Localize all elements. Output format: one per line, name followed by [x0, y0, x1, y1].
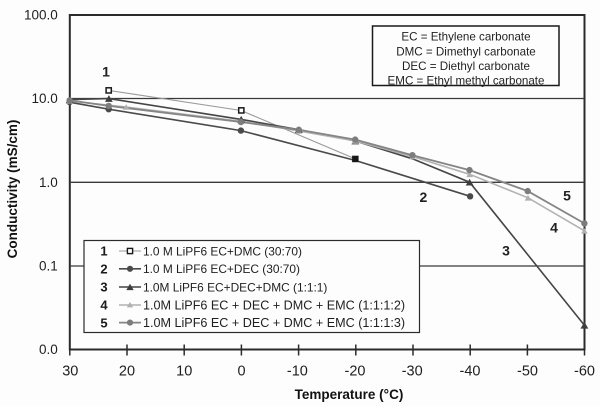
svg-text:-40: -40: [460, 364, 481, 380]
svg-text:30: 30: [62, 364, 78, 380]
svg-text:3: 3: [100, 280, 107, 295]
svg-text:1.0 M LiPF6 EC+DEC (30:70): 1.0 M LiPF6 EC+DEC (30:70): [143, 262, 300, 276]
svg-text:2: 2: [100, 262, 107, 277]
svg-text:0.0: 0.0: [39, 342, 58, 357]
svg-text:0.1: 0.1: [39, 259, 58, 274]
svg-text:4: 4: [100, 298, 108, 313]
svg-text:1.0: 1.0: [39, 175, 58, 190]
svg-text:0: 0: [238, 364, 246, 380]
svg-text:-30: -30: [402, 364, 423, 380]
svg-text:100.0: 100.0: [24, 8, 58, 23]
svg-text:1.0M LiPF6 EC+DEC+DMC (1:1:1): 1.0M LiPF6 EC+DEC+DMC (1:1:1): [143, 280, 327, 294]
svg-text:-10: -10: [287, 364, 308, 380]
svg-text:1.0M LiPF6 EC + DEC + DMC + EM: 1.0M LiPF6 EC + DEC + DMC + EMC (1:1:1:3…: [143, 316, 405, 330]
svg-text:1.0M LiPF6 EC + DEC + DMC + EM: 1.0M LiPF6 EC + DEC + DMC + EMC (1:1:1:2…: [143, 298, 405, 312]
svg-text:EC = Ethylene carbonate: EC = Ethylene carbonate: [401, 31, 530, 44]
svg-text:1: 1: [102, 64, 110, 80]
svg-text:10.0: 10.0: [32, 91, 58, 106]
svg-text:1: 1: [100, 244, 107, 259]
svg-text:10: 10: [176, 364, 192, 380]
svg-text:4: 4: [550, 220, 558, 236]
svg-text:DMC = Dimethyl carbonate: DMC = Dimethyl carbonate: [396, 45, 536, 58]
svg-text:-20: -20: [345, 364, 366, 380]
svg-text:5: 5: [563, 188, 571, 204]
svg-text:3: 3: [502, 242, 510, 258]
svg-text:Temperature (°C): Temperature (°C): [295, 387, 404, 402]
svg-text:2: 2: [420, 189, 428, 205]
svg-text:Conductivity (mS/cm): Conductivity (mS/cm): [5, 120, 20, 259]
svg-text:20: 20: [119, 364, 135, 380]
svg-text:EMC = Ethyl methyl carbonate: EMC = Ethyl methyl carbonate: [388, 74, 545, 87]
svg-text:DEC = Diethyl carbonate: DEC = Diethyl carbonate: [402, 60, 530, 73]
svg-text:5: 5: [100, 315, 107, 330]
svg-text:-60: -60: [574, 364, 595, 380]
svg-text:-50: -50: [517, 364, 538, 380]
svg-text:1.0 M LiPF6 EC+DMC (30:70): 1.0 M LiPF6 EC+DMC (30:70): [143, 244, 302, 258]
